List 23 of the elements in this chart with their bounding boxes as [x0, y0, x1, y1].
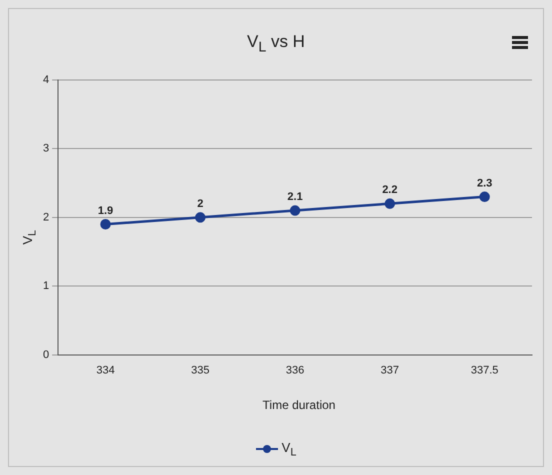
y-tick-label: 0	[42, 348, 50, 361]
data-label: 1.9	[98, 204, 114, 217]
x-tick-label: 337.5	[470, 364, 498, 376]
chart-title: V$_{L}$ vs H	[246, 32, 306, 56]
x-axis-title: Time duration	[262, 398, 336, 412]
point	[290, 205, 300, 216]
data-label: 2.1	[287, 191, 303, 204]
data-label: 2	[197, 198, 204, 210]
legend-label: V$_{L}$	[280, 440, 296, 459]
point	[100, 219, 111, 230]
point	[195, 212, 206, 223]
y-tick-label: 1	[42, 280, 50, 292]
point	[384, 198, 396, 209]
y-tick-label: 2	[42, 211, 50, 224]
data-label: 2.3	[476, 177, 492, 190]
data-label: 2.2	[382, 184, 398, 196]
y-tick-label: 3	[42, 142, 50, 155]
x-tick-label: 335	[191, 364, 210, 376]
x-tick-label: 336	[286, 364, 304, 376]
x-tick-label: 337	[380, 364, 400, 376]
y-tick-label: 4	[42, 74, 50, 86]
x-tick-label: 334	[96, 364, 115, 376]
point	[479, 192, 490, 202]
